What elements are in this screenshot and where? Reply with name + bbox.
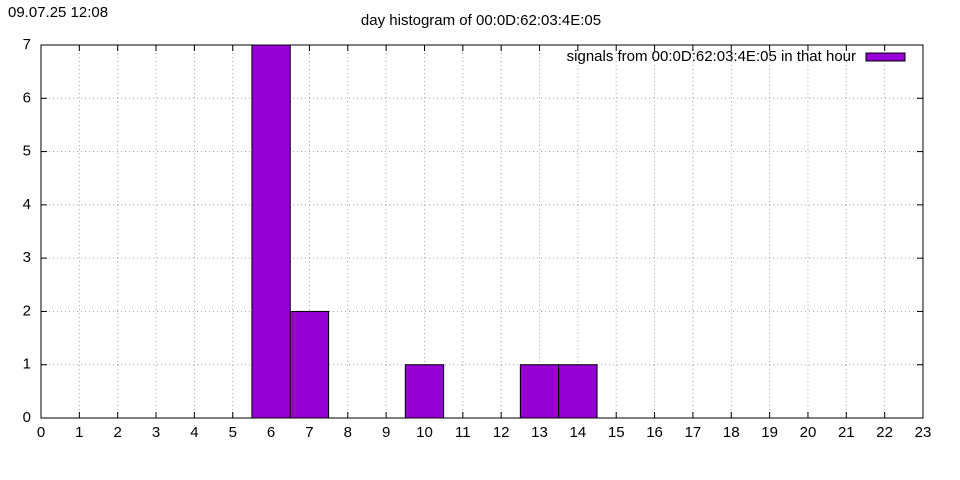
y-tick-label: 1	[23, 356, 31, 373]
bar	[404, 364, 445, 419]
y-tick-label: 0	[23, 409, 31, 426]
y-tick-label: 5	[23, 143, 31, 160]
x-tick-label: 19	[761, 424, 778, 441]
legend-swatch	[865, 52, 906, 62]
bar	[519, 364, 560, 419]
y-tick-label: 6	[23, 89, 31, 106]
x-tick-label: 11	[455, 424, 471, 441]
x-tick-label: 8	[344, 424, 352, 441]
x-tick-label: 0	[37, 424, 45, 441]
x-tick-label: 3	[152, 424, 160, 441]
x-tick-label: 5	[229, 424, 237, 441]
timestamp: 09.07.25 12:08	[8, 4, 108, 21]
x-tick-label: 14	[570, 424, 587, 441]
x-tick-label: 7	[305, 424, 313, 441]
x-tick-label: 22	[876, 424, 893, 441]
x-tick-label: 15	[608, 424, 625, 441]
x-tick-label: 20	[800, 424, 817, 441]
legend-label: signals from 00:0D:62:03:4E:05 in that h…	[567, 48, 856, 65]
x-tick-label: 21	[838, 424, 855, 441]
y-tick-label: 2	[23, 302, 31, 319]
bar	[251, 44, 291, 419]
x-tick-label: 18	[723, 424, 740, 441]
bar	[558, 364, 598, 419]
x-tick-label: 17	[685, 424, 702, 441]
plot-border	[40, 44, 924, 419]
y-tick-label: 3	[23, 249, 31, 266]
bar	[289, 310, 330, 419]
x-tick-label: 9	[382, 424, 390, 441]
x-tick-label: 6	[267, 424, 275, 441]
x-tick-label: 12	[493, 424, 510, 441]
x-tick-label: 1	[75, 424, 83, 441]
x-tick-label: 23	[915, 424, 932, 441]
x-tick-label: 2	[114, 424, 122, 441]
chart-title: day histogram of 00:0D:62:03:4E:05	[361, 12, 601, 29]
x-tick-label: 4	[190, 424, 198, 441]
y-tick-label: 7	[23, 36, 31, 53]
x-tick-label: 10	[416, 424, 433, 441]
x-tick-label: 13	[531, 424, 548, 441]
y-tick-label: 4	[23, 196, 31, 213]
x-tick-label: 16	[646, 424, 663, 441]
